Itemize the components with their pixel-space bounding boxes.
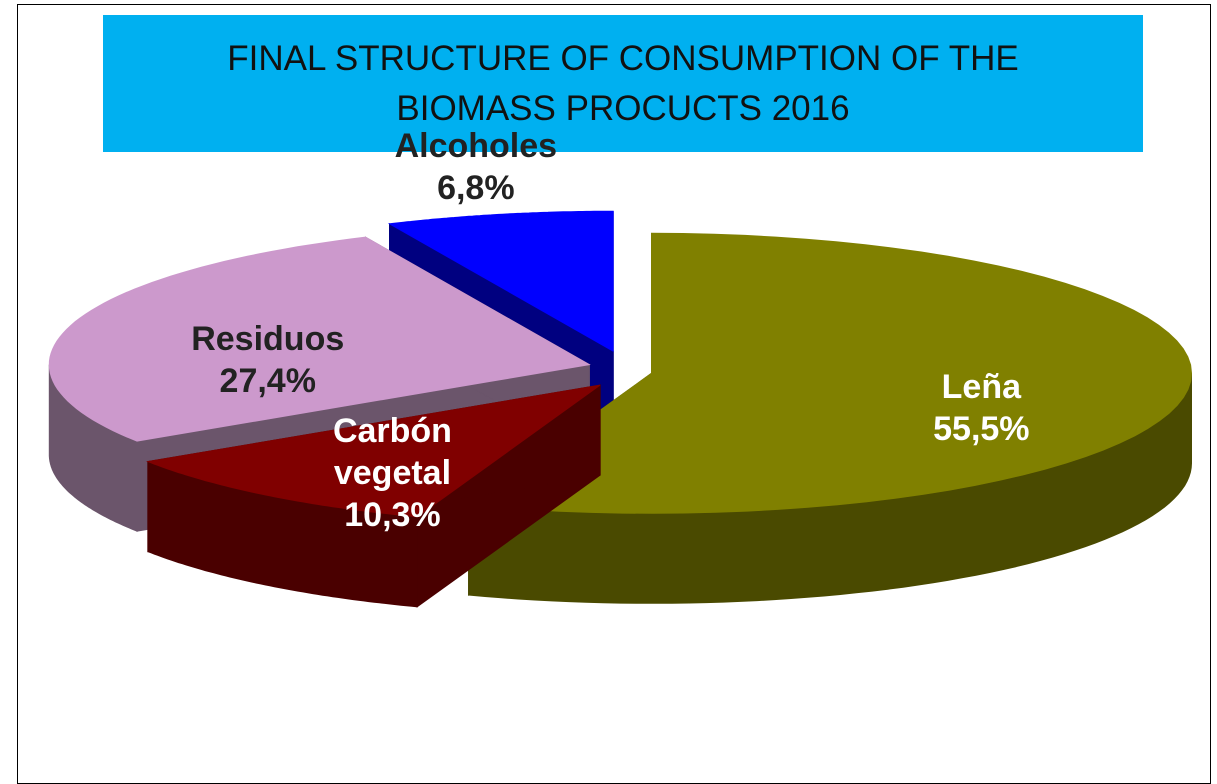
slice (387, 210, 614, 353)
slice-category: Carbón vegetal (332, 412, 452, 493)
slice-category: Residuos (191, 320, 345, 359)
slice-value: 55,5% (933, 410, 1030, 449)
slice-value: 6,8% (437, 169, 515, 208)
page: FINAL STRUCTURE OF CONSUMPTION OF THE BI… (17, 4, 1211, 784)
slice (48, 236, 591, 442)
slice-label: Carbón vegetal 10,3% (317, 410, 467, 536)
slice-value: 10,3% (344, 496, 441, 535)
title-box: FINAL STRUCTURE OF CONSUMPTION OF THE BI… (103, 15, 1143, 152)
chart (48, 210, 1193, 608)
slice-label: Alcoholes 6,8% (346, 125, 606, 209)
slice (467, 232, 1193, 514)
slice-label: Residuos 27,4% (138, 318, 398, 402)
slice-category: Alcoholes (394, 127, 558, 166)
chart-title: FINAL STRUCTURE OF CONSUMPTION OF THE BI… (227, 38, 1019, 128)
slice-category: Leña (941, 368, 1021, 407)
slice (145, 384, 601, 518)
slice-value: 27,4% (219, 362, 316, 401)
slice-label: Leña 55,5% (851, 366, 1111, 450)
